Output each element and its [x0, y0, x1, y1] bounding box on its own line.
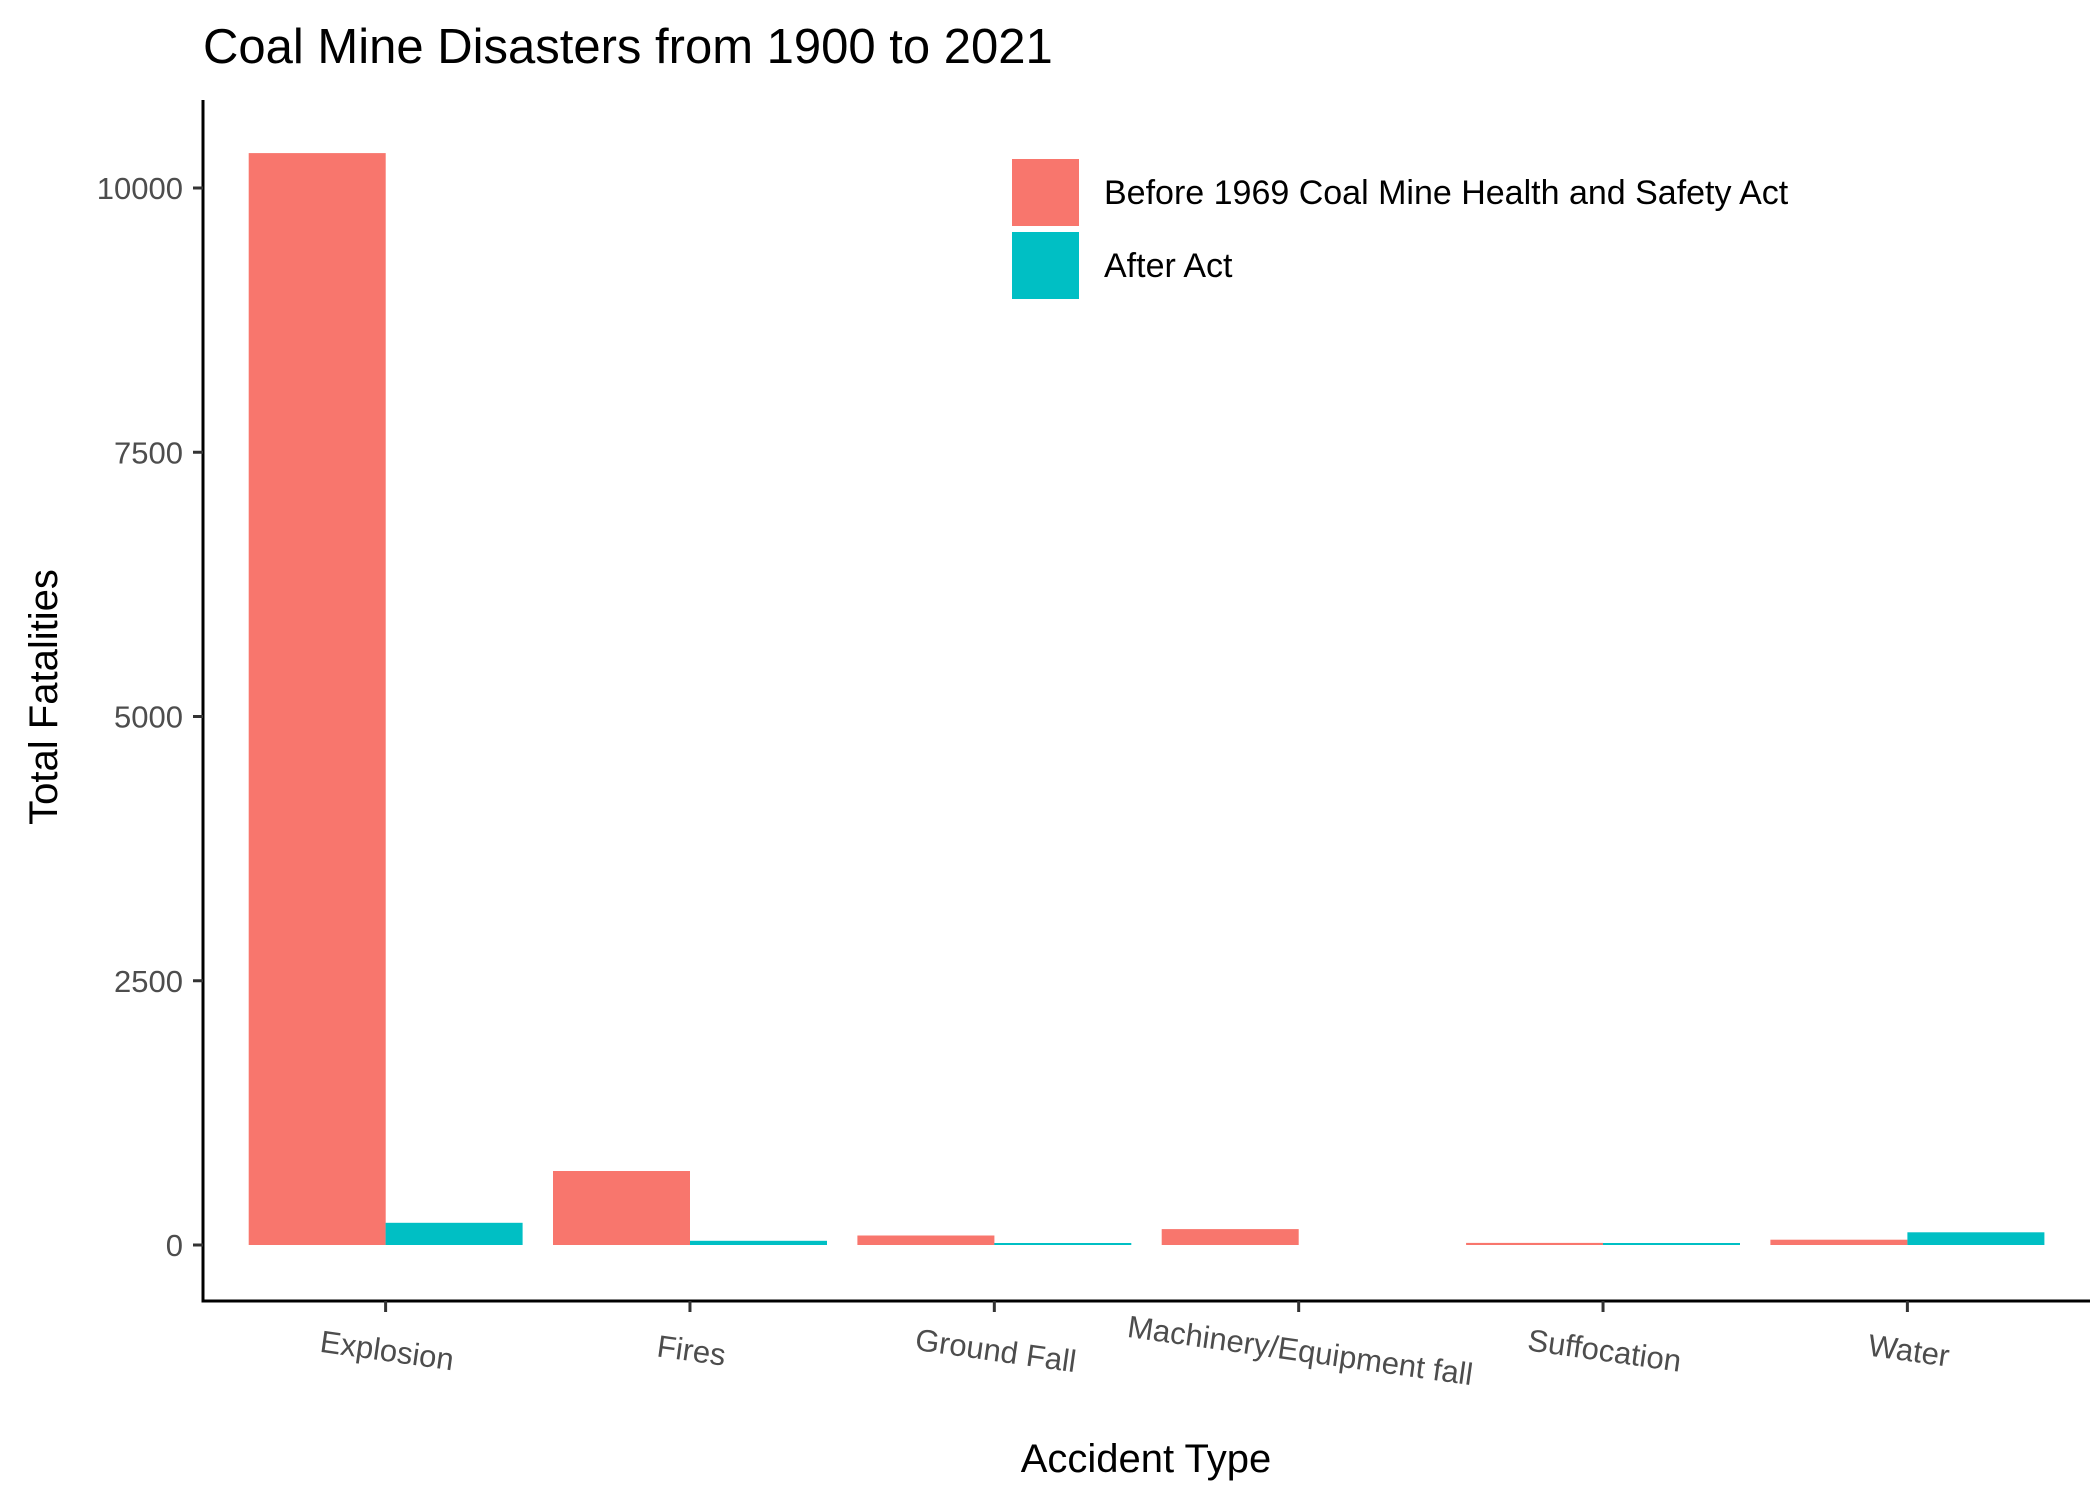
legend-label-before: Before 1969 Coal Mine Health and Safety …: [1104, 174, 1789, 212]
x-tick-label: Explosion: [318, 1324, 456, 1377]
bar-machinery-equipment-fall-before: [1161, 1229, 1299, 1245]
x-tick-label: Ground Fall: [913, 1322, 1078, 1379]
y-axis-title: Total Fatalities: [22, 569, 66, 825]
x-tick-label: Water: [1866, 1328, 1952, 1374]
bars-group: [248, 153, 2045, 1246]
legend-label-after: After Act: [1104, 247, 1233, 285]
x-ticks-group: Explosion Fires Ground Fall Machinery/Equip…: [318, 1301, 1952, 1392]
x-tick-label: Machinery/Equipment fall: [1125, 1309, 1475, 1392]
bar-water-before: [1770, 1239, 1908, 1245]
x-tick-label: Fires: [655, 1328, 728, 1372]
bar-explosion-after: [385, 1222, 523, 1245]
legend: Before 1969 Coal Mine Health and Safety …: [1012, 159, 1789, 299]
y-tick-label: 5000: [114, 700, 183, 735]
bar-explosion-before: [248, 153, 386, 1246]
y-tick-label: 2500: [114, 964, 183, 999]
y-tick-label: 7500: [114, 435, 183, 470]
bar-suffocation-after: [1603, 1243, 1740, 1245]
y-tick-label: 10000: [97, 171, 183, 206]
bar-fires-after: [690, 1240, 827, 1245]
chart-title: Coal Mine Disasters from 1900 to 2021: [203, 20, 1053, 74]
legend-key-after: [1012, 232, 1079, 299]
x-tick-label: Suffocation: [1526, 1323, 1684, 1379]
y-ticks-group: 0 2500 5000 7500 10000: [97, 171, 203, 1263]
x-axis-title: Accident Type: [1021, 1437, 1272, 1481]
bar-fires-before: [553, 1171, 690, 1245]
bar-suffocation-before: [1466, 1242, 1604, 1245]
legend-key-before: [1012, 159, 1079, 226]
bar-ground-fall-after: [994, 1243, 1132, 1245]
bar-ground-fall-before: [857, 1235, 995, 1245]
y-tick-label: 0: [166, 1228, 183, 1263]
bar-water-after: [1907, 1232, 2045, 1245]
